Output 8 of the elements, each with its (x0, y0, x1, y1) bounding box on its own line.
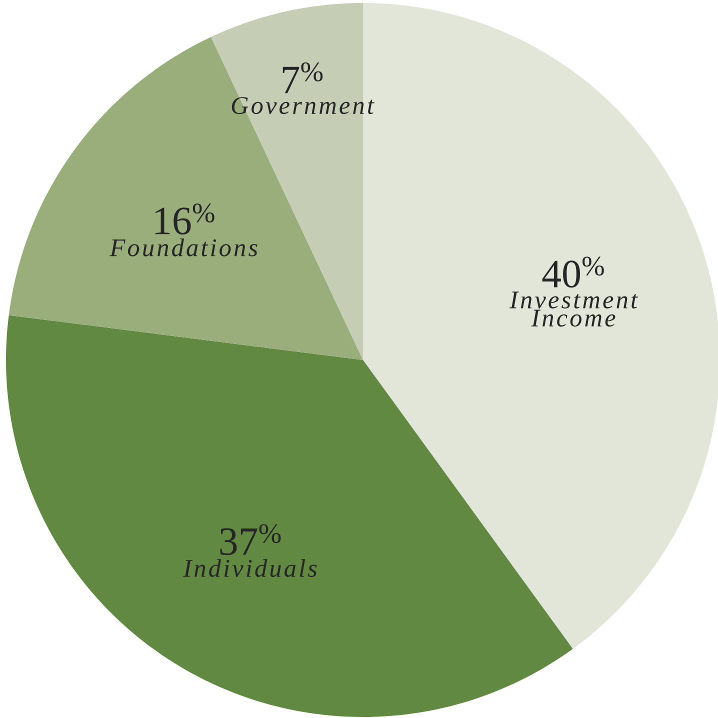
slice-label: Investment Income (509, 292, 638, 327)
slice-label: Government (232, 97, 374, 114)
slice-label: Individuals (183, 559, 317, 577)
data-label: 40$^{%}$ (542, 256, 604, 288)
slice-label: Foundations (110, 238, 258, 256)
data-label: 37$^{%}$ (220, 524, 281, 556)
data-label: 16$^{%}$ (155, 203, 214, 234)
data-label: 7$^{%}$ (282, 62, 323, 94)
